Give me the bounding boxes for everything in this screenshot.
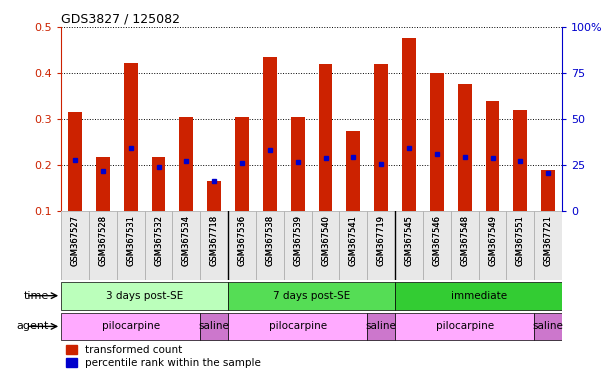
Text: 7 days post-SE: 7 days post-SE: [273, 291, 350, 301]
FancyBboxPatch shape: [145, 211, 172, 280]
Text: GDS3827 / 125082: GDS3827 / 125082: [61, 13, 180, 26]
FancyBboxPatch shape: [284, 211, 312, 280]
FancyBboxPatch shape: [172, 211, 200, 280]
FancyBboxPatch shape: [228, 211, 256, 280]
Text: pilocarpine: pilocarpine: [101, 321, 159, 331]
FancyBboxPatch shape: [228, 313, 367, 340]
Text: GSM367527: GSM367527: [70, 215, 79, 266]
FancyBboxPatch shape: [534, 211, 562, 280]
Text: GSM367527: GSM367527: [70, 215, 79, 266]
Text: GSM367538: GSM367538: [265, 215, 274, 266]
Bar: [207, 181, 221, 211]
Text: GSM367532: GSM367532: [154, 215, 163, 266]
FancyBboxPatch shape: [478, 211, 507, 280]
Text: saline: saline: [366, 321, 397, 331]
Text: GSM367551: GSM367551: [516, 215, 525, 265]
FancyBboxPatch shape: [534, 313, 562, 340]
FancyBboxPatch shape: [312, 211, 340, 280]
Bar: [402, 38, 416, 211]
Text: GSM367721: GSM367721: [544, 215, 553, 266]
Text: pilocarpine: pilocarpine: [269, 321, 327, 331]
Text: GSM367536: GSM367536: [238, 215, 246, 266]
Text: GSM367534: GSM367534: [182, 215, 191, 266]
Bar: [96, 157, 110, 211]
Bar: [235, 117, 249, 211]
Text: GSM367540: GSM367540: [321, 215, 330, 265]
FancyBboxPatch shape: [117, 211, 145, 280]
FancyBboxPatch shape: [395, 282, 562, 310]
Bar: [68, 112, 82, 211]
Bar: [263, 57, 277, 211]
FancyBboxPatch shape: [61, 282, 228, 310]
Text: agent: agent: [16, 321, 49, 331]
Text: GSM367531: GSM367531: [126, 215, 135, 266]
Text: GSM367546: GSM367546: [433, 215, 441, 266]
Text: GSM367719: GSM367719: [377, 215, 386, 266]
Text: GSM367528: GSM367528: [98, 215, 108, 266]
Text: GSM367549: GSM367549: [488, 215, 497, 265]
Legend: transformed count, percentile rank within the sample: transformed count, percentile rank withi…: [67, 345, 261, 368]
Text: GSM367538: GSM367538: [265, 215, 274, 266]
FancyBboxPatch shape: [367, 211, 395, 280]
Text: GSM367531: GSM367531: [126, 215, 135, 266]
Text: pilocarpine: pilocarpine: [436, 321, 494, 331]
Text: time: time: [24, 291, 49, 301]
Text: GSM367548: GSM367548: [460, 215, 469, 266]
Text: GSM367721: GSM367721: [544, 215, 553, 266]
Text: GSM367545: GSM367545: [404, 215, 414, 265]
Text: GSM367534: GSM367534: [182, 215, 191, 266]
FancyBboxPatch shape: [367, 313, 395, 340]
FancyBboxPatch shape: [89, 211, 117, 280]
FancyBboxPatch shape: [451, 211, 478, 280]
Bar: [346, 131, 360, 211]
Bar: [430, 73, 444, 211]
Text: GSM367718: GSM367718: [210, 215, 219, 266]
FancyBboxPatch shape: [340, 211, 367, 280]
Text: GSM367540: GSM367540: [321, 215, 330, 265]
Text: GSM367545: GSM367545: [404, 215, 414, 265]
FancyBboxPatch shape: [256, 211, 284, 280]
Bar: [486, 101, 500, 211]
Bar: [458, 84, 472, 211]
Text: GSM367719: GSM367719: [377, 215, 386, 266]
Text: GSM367546: GSM367546: [433, 215, 441, 266]
FancyBboxPatch shape: [507, 211, 534, 280]
FancyBboxPatch shape: [200, 211, 228, 280]
Text: saline: saline: [533, 321, 563, 331]
Text: 3 days post-SE: 3 days post-SE: [106, 291, 183, 301]
FancyBboxPatch shape: [200, 313, 228, 340]
Text: GSM367718: GSM367718: [210, 215, 219, 266]
Text: GSM367541: GSM367541: [349, 215, 358, 265]
FancyBboxPatch shape: [61, 211, 89, 280]
Bar: [513, 110, 527, 211]
Text: immediate: immediate: [450, 291, 507, 301]
FancyBboxPatch shape: [395, 313, 534, 340]
Bar: [180, 117, 193, 211]
FancyBboxPatch shape: [61, 313, 200, 340]
Text: GSM367539: GSM367539: [293, 215, 302, 266]
FancyBboxPatch shape: [423, 211, 451, 280]
Text: GSM367548: GSM367548: [460, 215, 469, 266]
Text: GSM367539: GSM367539: [293, 215, 302, 266]
Bar: [152, 157, 166, 211]
Bar: [318, 64, 332, 211]
Text: GSM367551: GSM367551: [516, 215, 525, 265]
Text: GSM367528: GSM367528: [98, 215, 108, 266]
Text: GSM367532: GSM367532: [154, 215, 163, 266]
Bar: [123, 63, 137, 211]
Bar: [374, 64, 388, 211]
Bar: [291, 117, 305, 211]
FancyBboxPatch shape: [228, 282, 395, 310]
Text: GSM367536: GSM367536: [238, 215, 246, 266]
Text: saline: saline: [199, 321, 230, 331]
Bar: [541, 170, 555, 211]
Text: GSM367541: GSM367541: [349, 215, 358, 265]
FancyBboxPatch shape: [395, 211, 423, 280]
Text: GSM367549: GSM367549: [488, 215, 497, 265]
